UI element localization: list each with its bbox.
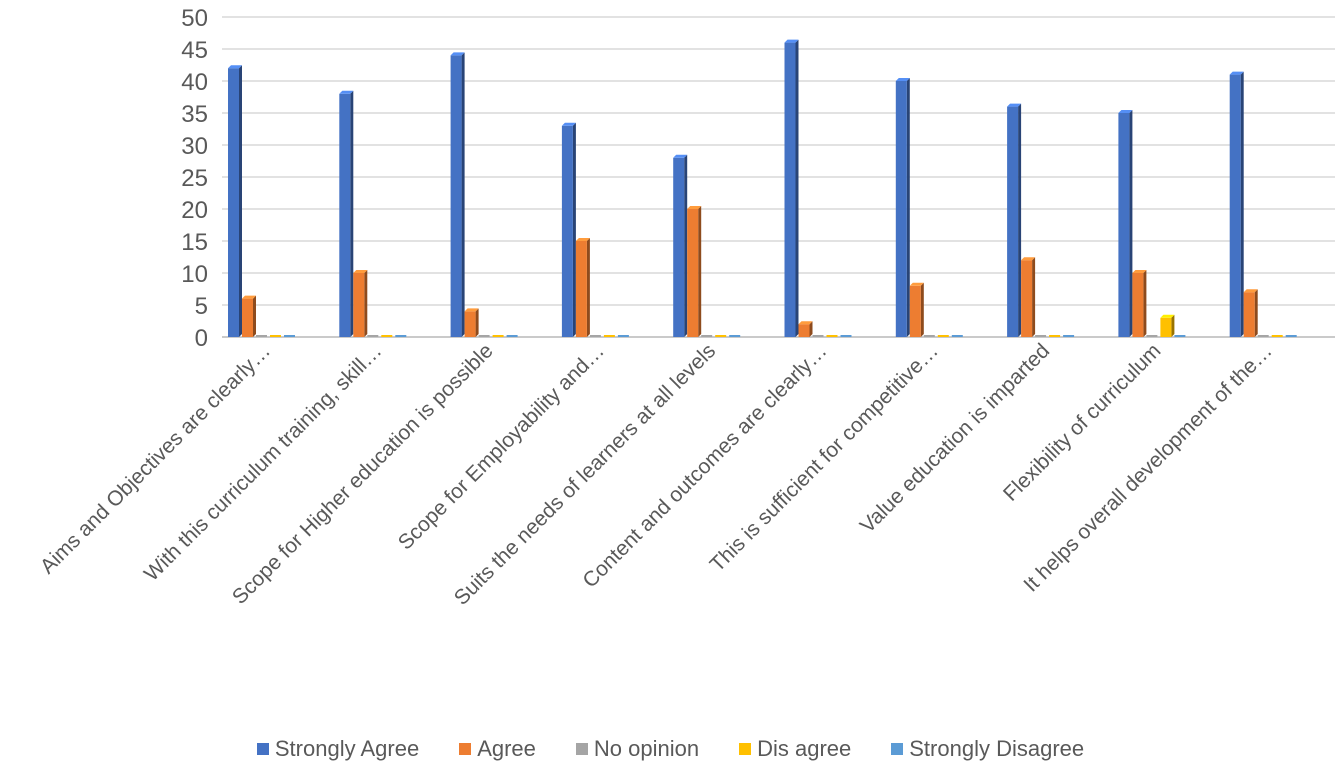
bar	[617, 335, 629, 337]
bar-chart: 0 5 10 15 20 25 30 35 40 45 50 Aims and Objectives …	[36, 5, 1335, 610]
y-tick-label: 5	[195, 293, 208, 320]
legend-label: Strongly Disagree	[909, 736, 1085, 761]
bar	[228, 65, 242, 337]
bar	[951, 335, 963, 337]
bar	[395, 335, 407, 337]
bar	[715, 335, 727, 337]
x-tick-label: With this curriculum training, skill…	[140, 339, 386, 585]
bar	[1118, 110, 1133, 337]
bar	[256, 335, 267, 337]
bar	[561, 122, 576, 337]
bar	[450, 52, 465, 338]
bar	[284, 335, 295, 337]
bar	[339, 90, 354, 337]
chart-legend: Strongly Agree Agree No opinion Dis agree St…	[0, 736, 1341, 762]
bar	[826, 335, 838, 337]
legend-item: No opinion	[575, 736, 700, 762]
bar	[603, 335, 615, 337]
bar	[381, 335, 393, 337]
bar	[1035, 335, 1047, 337]
bar	[1243, 289, 1258, 337]
bar	[1229, 71, 1244, 337]
bar	[270, 335, 281, 337]
bar	[1146, 335, 1158, 337]
legend-label: No opinion	[593, 736, 700, 761]
bar	[242, 295, 256, 337]
y-tick-label: 40	[181, 69, 208, 96]
y-tick-label: 15	[181, 229, 208, 256]
bar	[589, 335, 601, 337]
y-tick-label: 35	[181, 101, 208, 128]
gridlines	[222, 16, 1335, 338]
legend-item: Dis agree	[739, 736, 851, 762]
legend-item: Strongly Agree	[256, 736, 420, 762]
bar	[464, 308, 479, 337]
bar	[729, 335, 741, 337]
x-tick-label: Aims and Objectives are clearly…	[36, 339, 275, 578]
legend-item: Agree	[459, 736, 536, 762]
bar	[1174, 335, 1186, 337]
bar	[673, 154, 688, 337]
legend-swatch	[891, 743, 904, 755]
y-tick-label: 10	[181, 261, 208, 288]
x-tick-label: Content and outcomes are clearly…	[578, 339, 831, 592]
bar	[1271, 335, 1283, 337]
legend-label: Strongly Agree	[274, 736, 420, 761]
legend-swatch	[739, 743, 752, 755]
bar	[812, 335, 824, 337]
bar	[895, 78, 910, 337]
bar	[687, 206, 702, 337]
x-tick-label: It helps overall development of the…	[1019, 339, 1276, 596]
y-tick-label: 50	[181, 5, 208, 32]
bar	[1160, 314, 1175, 337]
y-tick-label: 30	[181, 133, 208, 160]
bar	[798, 321, 813, 337]
x-tick-label: Value education is imparted	[856, 339, 1054, 537]
bar	[784, 39, 799, 337]
legend-item: Strongly Disagree	[891, 736, 1084, 762]
bar	[1063, 335, 1075, 337]
x-tick-label: This is sufficient for competitive…	[706, 339, 943, 576]
bar	[367, 335, 379, 337]
bar	[1285, 335, 1297, 337]
bars	[228, 39, 1297, 338]
legend-label: Dis agree	[757, 736, 852, 761]
bar	[506, 335, 518, 337]
legend-swatch	[256, 743, 269, 755]
bar	[701, 335, 713, 337]
legend-label: Agree	[477, 736, 536, 761]
bar	[1049, 335, 1061, 337]
y-tick-label: 0	[195, 325, 208, 352]
y-tick-label: 20	[181, 197, 208, 224]
bar	[1257, 335, 1269, 337]
bar	[937, 335, 949, 337]
bar	[492, 335, 504, 337]
bar	[353, 270, 368, 337]
bar	[923, 335, 935, 337]
legend-swatch	[459, 743, 472, 755]
bar	[575, 238, 590, 337]
y-tick-label: 45	[181, 37, 208, 64]
bar	[1132, 270, 1147, 337]
bar	[1007, 103, 1022, 337]
x-tick-label: Scope for Employability and…	[394, 339, 609, 554]
bar	[909, 282, 924, 337]
legend-swatch	[575, 743, 588, 755]
bar	[1021, 257, 1036, 337]
y-tick-label: 25	[181, 165, 208, 192]
bar	[840, 335, 852, 337]
bar	[478, 335, 490, 337]
